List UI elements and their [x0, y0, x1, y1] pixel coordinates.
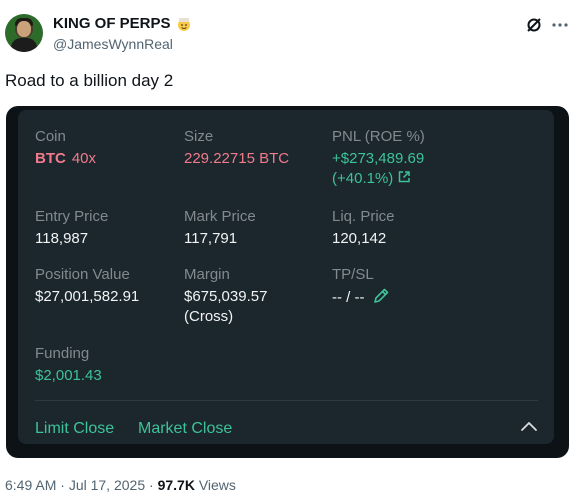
grok-icon[interactable]: [525, 16, 543, 34]
external-link-icon[interactable]: [397, 170, 411, 184]
limit-close-button[interactable]: Limit Close: [35, 420, 115, 437]
funding-value: $2,001.43: [35, 367, 102, 384]
leverage: 40x: [71, 150, 97, 167]
liq-price-label: Liq. Price: [332, 208, 395, 225]
tpsl-text: -- / --: [332, 289, 365, 306]
emoji-face-icon: [177, 17, 190, 31]
position-value-label: Position Value: [35, 266, 130, 283]
entry-price-value: 118,987: [35, 230, 89, 247]
liq-price-value: 120,142: [332, 230, 387, 247]
funding-label: Funding: [35, 345, 90, 362]
pnl-label: PNL (ROE %): [332, 128, 425, 145]
divider: [35, 400, 538, 401]
tweet-meta: 6:49 AM · Jul 17, 2025 · 97.7K Views: [5, 477, 236, 493]
coin-label: Coin: [35, 128, 66, 145]
pnl-value: +$273,489.69: [332, 150, 425, 167]
more-icon[interactable]: [550, 15, 570, 35]
meta-separator: ·: [145, 477, 158, 493]
roe-value[interactable]: (+40.1%): [332, 169, 411, 189]
coin-symbol: BTC: [35, 150, 66, 167]
mark-price-value: 117,791: [184, 230, 238, 247]
views-count: 97.7K: [157, 477, 195, 493]
position-card-image[interactable]: Coin BTC 40x Size 229.22715 BTC PNL (ROE …: [6, 106, 569, 458]
size-value: 229.22715 BTC: [184, 150, 290, 167]
market-close-button[interactable]: Market Close: [138, 420, 233, 437]
author-handle[interactable]: @JamesWynnReal: [53, 36, 173, 52]
avatar[interactable]: [5, 14, 43, 52]
display-name-text: KING OF PERPS: [53, 15, 171, 32]
position-panel: Coin BTC 40x Size 229.22715 BTC PNL (ROE …: [18, 110, 554, 444]
chevron-up-icon[interactable]: [520, 420, 538, 432]
tweet-text: Road to a billion day 2: [5, 71, 174, 90]
margin-label: Margin: [184, 266, 230, 283]
meta-separator: ·: [56, 477, 69, 493]
tweet-time[interactable]: 6:49 AM: [5, 477, 57, 493]
author-name[interactable]: KING OF PERPS: [53, 15, 192, 32]
mark-price-label: Mark Price: [184, 208, 256, 225]
pencil-icon[interactable]: [372, 287, 390, 305]
roe-text: (+40.1%): [332, 170, 394, 187]
views-label: Views: [194, 477, 236, 493]
coin-value: BTC 40x: [35, 149, 96, 169]
position-value: $27,001,582.91: [35, 288, 140, 305]
size-label: Size: [184, 128, 214, 145]
margin-mode: (Cross): [184, 308, 234, 325]
tpsl-label: TP/SL: [332, 266, 374, 283]
tweet-date[interactable]: Jul 17, 2025: [68, 477, 146, 493]
tpsl-value: -- / --: [332, 287, 390, 308]
margin-value: $675,039.57: [184, 288, 268, 305]
entry-price-label: Entry Price: [35, 208, 109, 225]
